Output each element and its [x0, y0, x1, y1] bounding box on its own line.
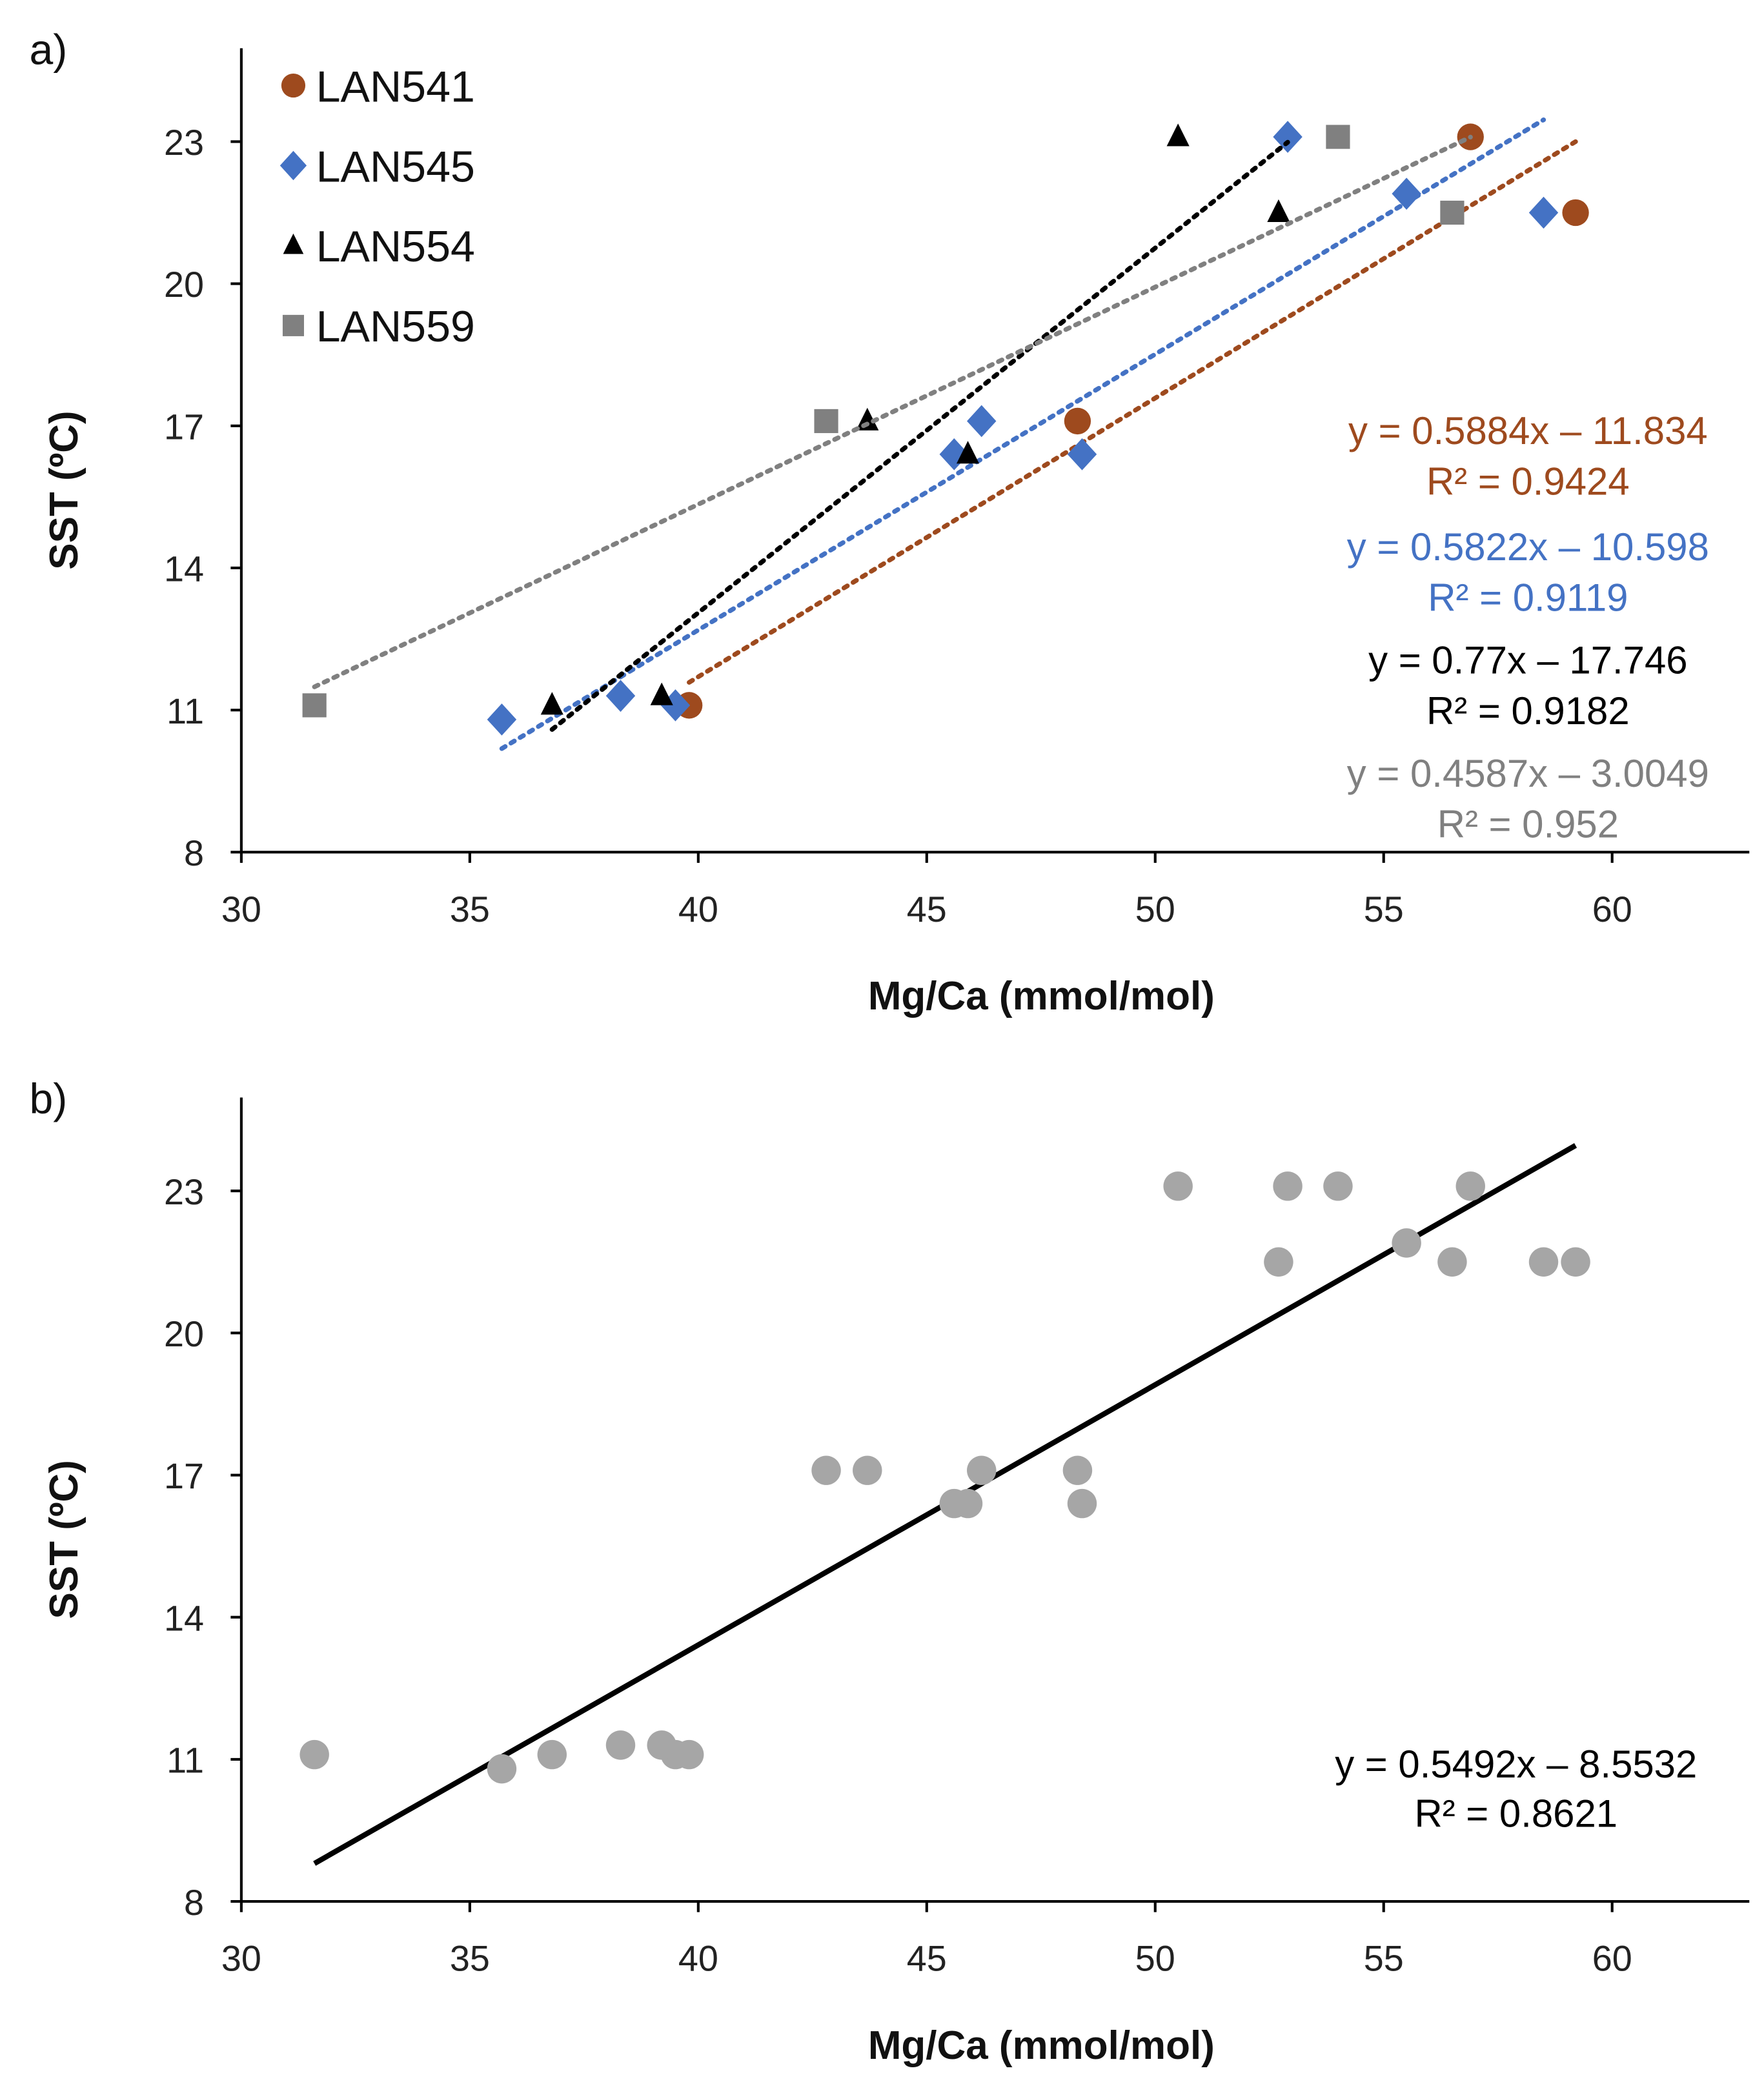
y-tick-label: 8 — [184, 1883, 204, 1923]
legend-marker-lan554 — [283, 233, 304, 254]
trendline-lan545 — [499, 117, 1546, 751]
point-all — [1067, 1488, 1097, 1519]
trendline-r2-lan541: R² = 0.9424 — [1426, 460, 1630, 503]
x-axis-label: Mg/Ca (mmol/mol) — [868, 2023, 1215, 2068]
y-tick-label: 8 — [184, 833, 204, 873]
point-all — [1561, 1247, 1590, 1277]
x-tick-label: 40 — [678, 889, 718, 929]
y-tick-label: 14 — [164, 1598, 204, 1638]
point-all — [537, 1739, 567, 1770]
y-axis-label: SST (ºC) — [42, 1460, 86, 1619]
point-lan554 — [650, 682, 673, 705]
y-tick-label: 17 — [164, 407, 204, 447]
legend-label-lan554: LAN554 — [316, 222, 475, 271]
point-lan559 — [302, 693, 327, 718]
legend-label-lan541: LAN541 — [316, 62, 475, 111]
trendline-r2: R² = 0.8621 — [1414, 1792, 1617, 1835]
trendline-lan554 — [549, 139, 1290, 732]
point-lan559 — [1326, 125, 1350, 149]
y-axis-label: SST (ºC) — [42, 410, 86, 569]
x-tick-label: 40 — [678, 1939, 718, 1979]
point-lan545 — [605, 680, 636, 712]
x-tick-label: 45 — [907, 1939, 947, 1979]
point-all — [1062, 1455, 1093, 1485]
y-tick-label: 17 — [164, 1456, 204, 1496]
panel-label: a) — [29, 26, 67, 74]
point-all — [1323, 1171, 1353, 1201]
point-lan545 — [487, 703, 517, 736]
panel-b: b) 8 11 14 17 20 23 30 35 40 45 50 55 60 Mg/Ca (mmol/m… — [29, 1075, 1750, 2068]
trendline-equation-lan554: y = 0.77x – 17.746 — [1368, 639, 1687, 682]
trendline-r2-lan559: R² = 0.952 — [1437, 803, 1619, 846]
point-all — [605, 1730, 636, 1760]
trendline-equation-lan559: y = 0.4587x – 3.0049 — [1347, 752, 1709, 795]
trendline-r2-lan545: R² = 0.9119 — [1428, 576, 1628, 619]
point-all — [1264, 1247, 1293, 1277]
trendline-lan559 — [312, 134, 1473, 689]
trendline-equation-lan541: y = 0.5884x – 11.834 — [1348, 409, 1708, 452]
point-lan554 — [540, 692, 563, 715]
panel-label: b) — [29, 1075, 67, 1123]
trendline-r2-lan554: R² = 0.9182 — [1426, 689, 1630, 733]
point-lan545 — [1528, 196, 1559, 229]
legend-marker-lan541 — [281, 73, 306, 98]
x-tick-label: 35 — [450, 889, 490, 929]
x-tick-label: 35 — [450, 1939, 490, 1979]
point-lan541 — [1562, 199, 1589, 227]
x-tick-label: 45 — [907, 889, 947, 929]
y-tick-label: 23 — [164, 1172, 204, 1212]
x-tick-label: 30 — [221, 889, 261, 929]
x-tick-label: 30 — [221, 1939, 261, 1979]
point-lan559 — [1440, 200, 1465, 225]
y-tick-label: 11 — [167, 1741, 204, 1781]
legend-marker-lan545 — [279, 150, 307, 181]
point-all — [1163, 1171, 1193, 1201]
x-tick-label: 55 — [1364, 1939, 1404, 1979]
point-all — [299, 1739, 329, 1770]
legend-label-lan559: LAN559 — [316, 302, 475, 351]
x-tick-label: 55 — [1364, 889, 1404, 929]
y-tick-label: 20 — [164, 265, 204, 305]
point-lan541 — [1064, 407, 1091, 435]
point-lan545 — [1067, 438, 1097, 471]
point-all — [1392, 1228, 1421, 1258]
trendline-equation: y = 0.5492x – 8.5532 — [1335, 1743, 1697, 1786]
x-tick-label: 50 — [1135, 889, 1175, 929]
x-axis-label: Mg/Ca (mmol/mol) — [868, 974, 1215, 1018]
x-tick-label: 60 — [1592, 1939, 1632, 1979]
point-all — [811, 1455, 841, 1485]
point-all — [1273, 1171, 1303, 1201]
panel-a: a) 8 11 14 17 20 23 30 35 40 45 50 55 60 Mg/Ca (mmol/m… — [29, 26, 1750, 1018]
y-tick-label: 20 — [164, 1314, 204, 1354]
point-all — [647, 1730, 676, 1760]
x-tick-label: 50 — [1135, 1939, 1175, 1979]
legend-label-lan545: LAN545 — [316, 142, 475, 191]
point-lan545 — [1392, 177, 1421, 210]
point-lan554 — [1166, 123, 1190, 147]
trendline-equation-lan545: y = 0.5822x – 10.598 — [1347, 525, 1709, 569]
point-all — [1455, 1171, 1485, 1201]
point-all — [967, 1455, 997, 1485]
point-lan545 — [1273, 121, 1303, 153]
point-all — [487, 1754, 517, 1784]
legend-marker-lan559 — [282, 314, 304, 336]
y-tick-label: 23 — [164, 123, 204, 163]
point-lan554 — [1267, 199, 1290, 222]
point-lan559 — [814, 409, 838, 434]
y-tick-label: 14 — [164, 549, 204, 589]
point-lan545 — [967, 405, 997, 438]
y-tick-label: 11 — [167, 691, 204, 731]
point-all — [1528, 1247, 1559, 1277]
x-tick-label: 60 — [1592, 889, 1632, 929]
point-all — [853, 1455, 882, 1485]
trendline-lan541 — [687, 139, 1578, 685]
point-all — [1437, 1247, 1467, 1277]
point-lan554 — [956, 441, 980, 464]
point-all — [953, 1488, 983, 1519]
